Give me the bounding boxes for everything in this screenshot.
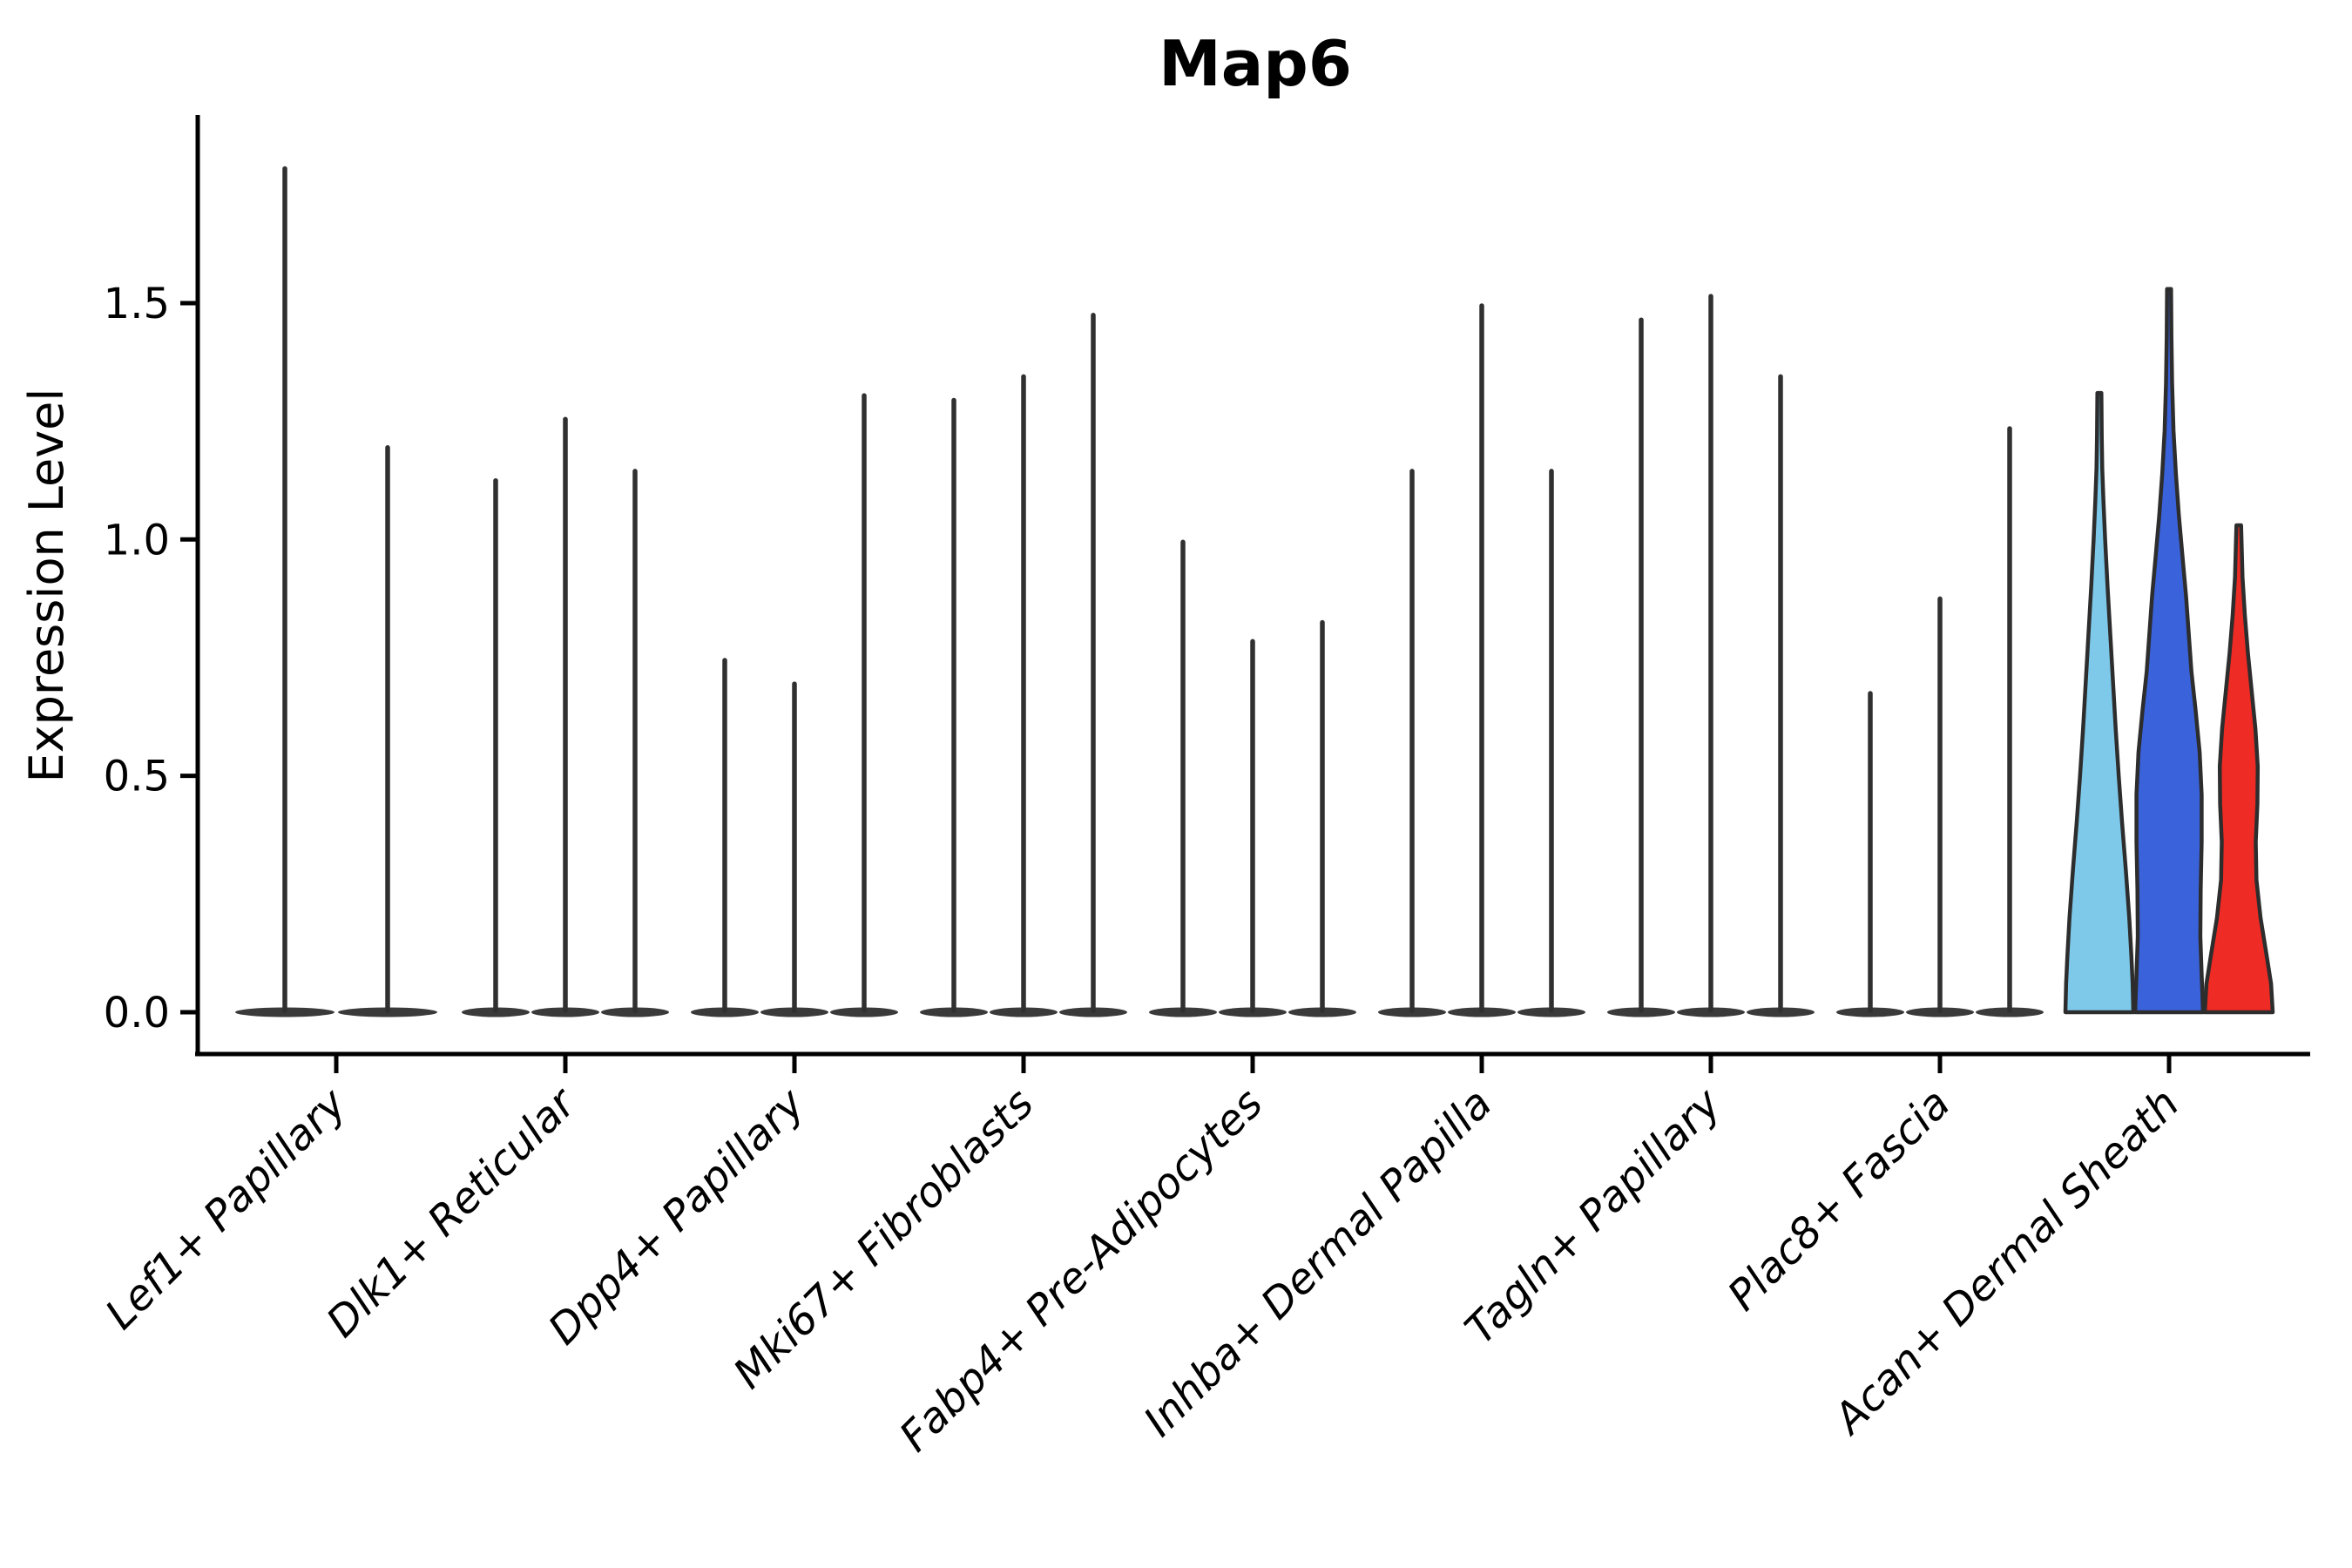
y-tick-label: 0.5 bbox=[104, 753, 170, 801]
violin-colored bbox=[2202, 523, 2275, 1015]
x-tick-label: Dpp4+ Papillary bbox=[539, 1078, 814, 1354]
violin-colored bbox=[2063, 390, 2136, 1015]
y-tick-label: 1.0 bbox=[104, 516, 170, 564]
y-axis-label: Expression Level bbox=[19, 389, 74, 783]
y-axis-ticks: 0.0 0.5 1.0 1.5 bbox=[104, 280, 198, 1037]
y-tick-label: 0.0 bbox=[104, 989, 170, 1037]
x-axis-ticks bbox=[334, 1054, 2172, 1073]
x-tick-label: Plac8+ Fascia bbox=[1719, 1079, 1960, 1321]
y-tick-label: 1.5 bbox=[104, 280, 170, 328]
x-tick-label: Lef1+ Papillary bbox=[96, 1078, 356, 1339]
violins-layer bbox=[235, 166, 2275, 1017]
x-tick-label: Fabp4+ Pre-Adipocytes bbox=[890, 1079, 1273, 1462]
chart-title: Map6 bbox=[1159, 27, 1352, 100]
x-tick-label: Tagln+ Papillary bbox=[1456, 1078, 1731, 1354]
violin-colored bbox=[2132, 287, 2206, 1015]
x-tick-label: Dlk1+ Reticular bbox=[317, 1078, 587, 1348]
